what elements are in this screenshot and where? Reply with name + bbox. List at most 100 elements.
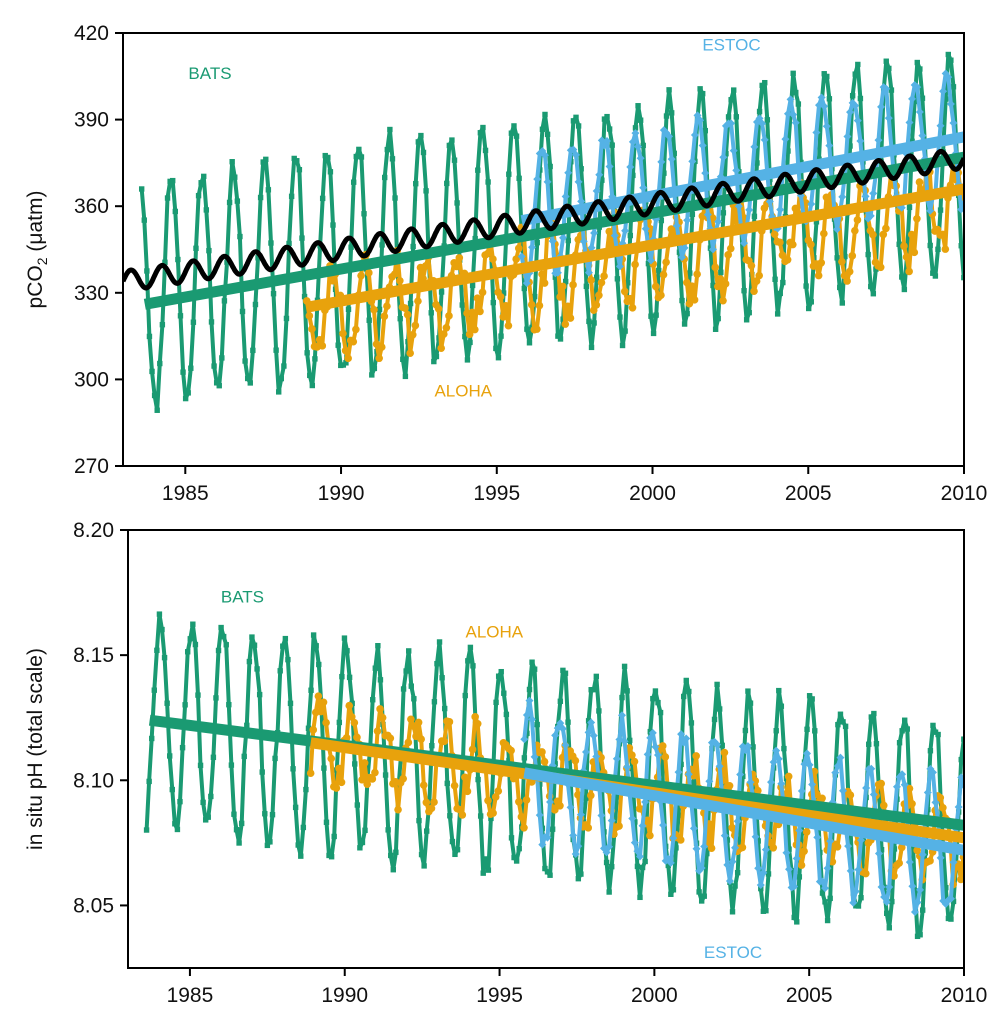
data-point xyxy=(883,58,889,64)
data-point xyxy=(164,195,171,201)
y-tick-label: 330 xyxy=(74,282,109,305)
data-point xyxy=(368,775,377,783)
data-point xyxy=(665,132,674,141)
data-point xyxy=(820,102,829,111)
y-tick-label: 8.20 xyxy=(73,519,114,542)
data-point xyxy=(837,711,844,717)
data-point xyxy=(919,95,926,101)
data-point xyxy=(592,187,601,196)
data-point xyxy=(571,756,580,765)
data-point xyxy=(837,284,843,291)
data-point xyxy=(665,862,671,869)
data-point xyxy=(431,699,438,705)
data-point xyxy=(681,321,688,327)
data-point xyxy=(671,150,677,157)
data-point xyxy=(263,156,269,163)
data-point xyxy=(202,817,209,823)
data-point xyxy=(565,237,571,244)
data-point xyxy=(755,271,764,280)
data-point xyxy=(262,811,268,817)
data-point xyxy=(319,698,328,707)
data-point xyxy=(869,790,878,799)
data-point xyxy=(427,804,436,813)
plot-area xyxy=(143,611,964,940)
data-point xyxy=(494,787,503,795)
data-point xyxy=(304,350,310,356)
data-point xyxy=(625,280,631,286)
data-point xyxy=(628,137,637,146)
data-point xyxy=(582,747,591,756)
data-point xyxy=(688,157,697,166)
data-point xyxy=(596,708,602,714)
data-point xyxy=(922,850,928,856)
data-point xyxy=(445,718,454,726)
data-point xyxy=(856,137,865,146)
data-point xyxy=(696,889,702,895)
data-point xyxy=(336,719,343,726)
data-point xyxy=(877,779,886,788)
data-point xyxy=(746,778,755,787)
data-point xyxy=(743,742,752,751)
data-point xyxy=(849,92,856,99)
data-point xyxy=(522,279,531,288)
data-point xyxy=(387,126,393,133)
data-point xyxy=(843,277,851,285)
data-point xyxy=(556,293,564,301)
data-point xyxy=(900,242,908,250)
data-point xyxy=(868,714,874,720)
data-point xyxy=(643,816,652,825)
data-point xyxy=(538,840,547,849)
series-aloha xyxy=(302,157,964,363)
data-point xyxy=(785,148,791,154)
data-point xyxy=(700,842,709,851)
data-point xyxy=(712,326,719,332)
data-point xyxy=(565,719,571,725)
data-point xyxy=(524,326,530,332)
data-point xyxy=(632,125,639,131)
data-point xyxy=(833,762,842,771)
data-point xyxy=(238,820,245,827)
data-point xyxy=(608,240,616,249)
series-label-estoc: ESTOC xyxy=(702,35,760,54)
data-point xyxy=(759,868,768,877)
data-point xyxy=(861,192,870,201)
data-point xyxy=(259,769,265,775)
data-point xyxy=(232,174,238,180)
data-point xyxy=(587,243,596,252)
data-point xyxy=(683,216,692,225)
data-point xyxy=(761,845,770,854)
data-point xyxy=(454,847,461,853)
data-point xyxy=(226,199,233,206)
data-point xyxy=(656,267,662,274)
data-point xyxy=(786,95,795,104)
data-point xyxy=(804,726,810,733)
data-point xyxy=(648,313,654,319)
data-point xyxy=(957,773,964,782)
data-point xyxy=(687,270,693,276)
data-point xyxy=(589,731,598,740)
data-point xyxy=(247,380,253,386)
data-point xyxy=(149,735,155,742)
data-point xyxy=(366,317,372,323)
data-point xyxy=(619,342,626,349)
data-point xyxy=(860,839,867,845)
data-point xyxy=(249,634,255,640)
trend-line-bats xyxy=(148,714,964,831)
data-point xyxy=(902,253,911,261)
data-point xyxy=(201,173,207,180)
data-point xyxy=(640,142,646,149)
data-point xyxy=(483,856,489,862)
data-point xyxy=(394,805,402,814)
data-point xyxy=(442,323,451,332)
data-point xyxy=(525,696,534,705)
x-tick-label: 1995 xyxy=(473,482,520,505)
data-point xyxy=(750,744,756,750)
data-point xyxy=(586,318,592,325)
data-point xyxy=(520,735,529,744)
data-point xyxy=(941,245,950,253)
data-point xyxy=(280,643,286,649)
data-point xyxy=(273,347,279,353)
data-point xyxy=(216,382,222,389)
data-point xyxy=(151,687,157,693)
data-point xyxy=(734,202,743,211)
